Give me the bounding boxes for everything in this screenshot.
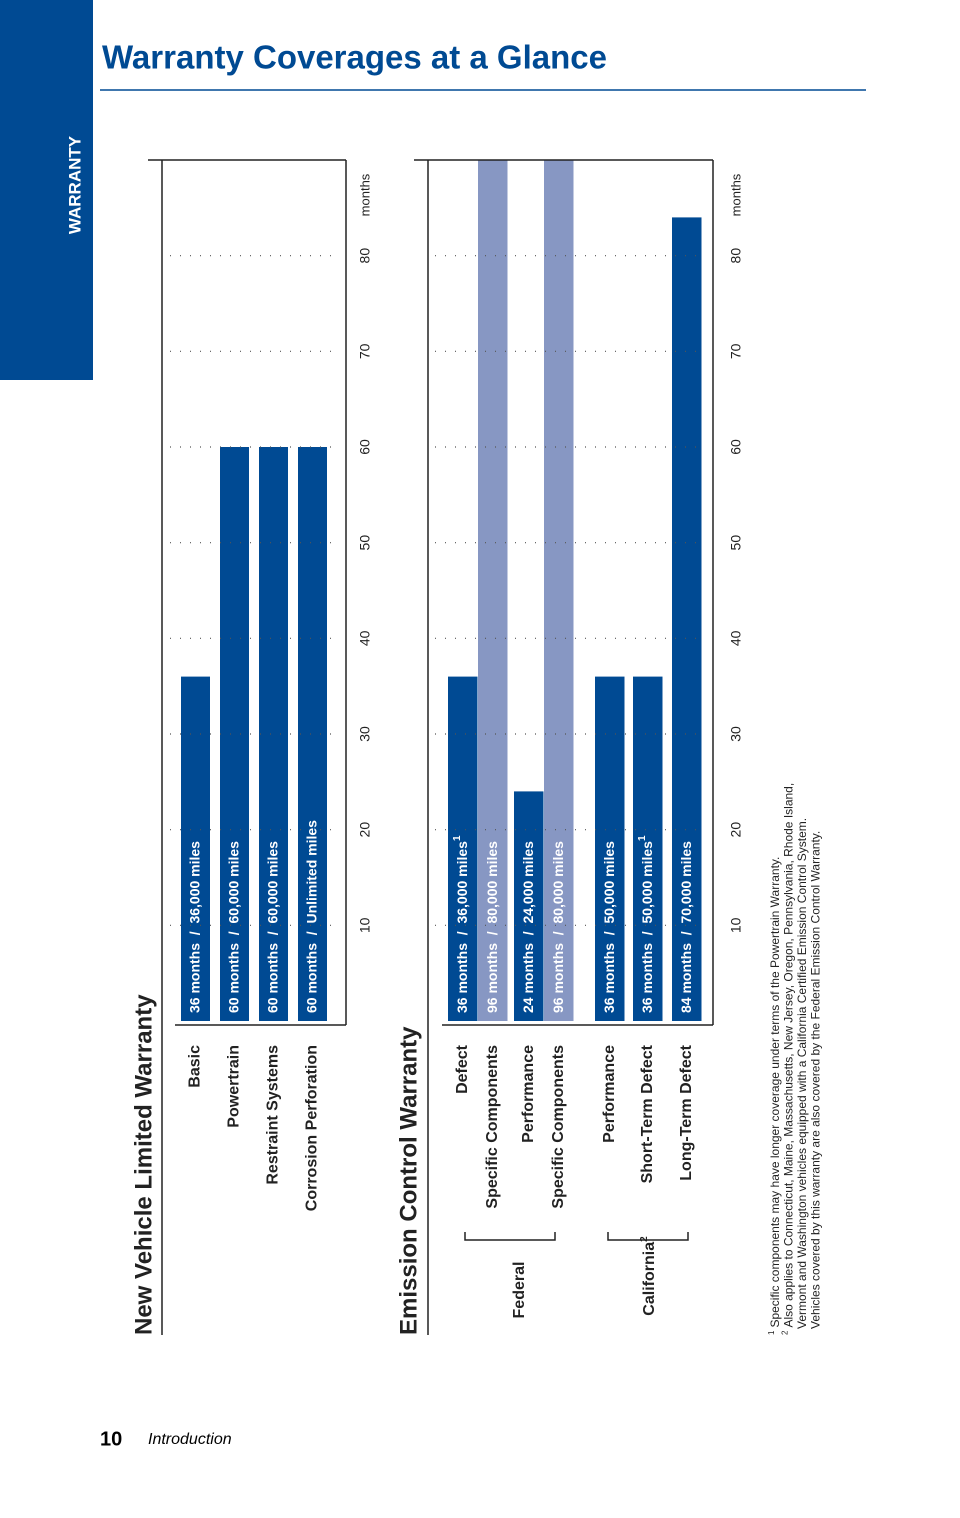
chart-title: Emission Control Warranty: [395, 1026, 422, 1335]
value-label: 84 months / 70,000 miles: [677, 841, 693, 1013]
category-label: Defect: [454, 1044, 471, 1094]
value-label: 60 months / 60,000 miles: [225, 841, 241, 1013]
footnote-marker: 2: [781, 1330, 790, 1335]
y-tick-label: 20: [357, 822, 373, 838]
footnote: Vehicles covered by this warranty are al…: [809, 831, 823, 1329]
footnote: 2 Also applies to Connecticut, Maine, Mas…: [781, 783, 796, 1335]
category-label: Corrosion Perforation: [304, 1045, 321, 1211]
section-name: Introduction: [148, 1431, 232, 1448]
category-label: Performance: [601, 1045, 618, 1143]
bar: [298, 447, 327, 1021]
footnote-ref: 1: [451, 835, 462, 841]
footnote-ref: 2: [639, 1236, 650, 1242]
category-label: Basic: [187, 1045, 204, 1088]
bar: [448, 676, 478, 1021]
y-tick-label: 30: [357, 726, 373, 742]
value-label: 36 months / 50,000 miles: [600, 841, 616, 1013]
y-tick-label: 30: [728, 726, 744, 742]
bar: [181, 676, 210, 1021]
chart-title: New Vehicle Limited Warranty: [130, 994, 157, 1335]
category-label: Powertrain: [226, 1045, 243, 1128]
value-label: 60 months / 60,000 miles: [264, 841, 280, 1013]
y-tick-label: 40: [357, 630, 373, 646]
page-number: 10: [100, 1428, 122, 1450]
category-label: Specific Components: [550, 1045, 567, 1209]
bar: [672, 217, 702, 1021]
value-label-text: 60 months / 60,000 miles: [264, 841, 280, 1013]
category-label: Long-Term Defect: [678, 1044, 695, 1180]
bar: [478, 160, 508, 1022]
value-label-text: 36 months / 50,000 miles: [600, 841, 616, 1013]
y-axis-label: months: [728, 173, 743, 216]
footnote-ref: 1: [636, 835, 647, 841]
y-tick-label: 60: [728, 439, 744, 455]
y-tick-label: 70: [357, 343, 373, 359]
group-label: California2: [639, 1236, 659, 1316]
value-label: 96 months / 80,000 miles: [549, 841, 565, 1013]
bar: [544, 160, 574, 1022]
bar: [259, 447, 288, 1021]
side-tab: [0, 0, 93, 380]
category-label: Specific Components: [484, 1045, 501, 1209]
y-tick-label: 80: [357, 248, 373, 264]
y-tick-label: 10: [728, 917, 744, 933]
value-label-text: 36 months / 50,000 miles: [638, 841, 654, 1013]
y-axis-label: months: [357, 173, 372, 216]
footnote-text: Also applies to Connecticut, Maine, Mass…: [782, 783, 796, 1328]
group-bracket: [464, 1232, 556, 1241]
value-label-text: 60 months / Unlimited miles: [303, 820, 319, 1013]
y-tick-label: 10: [357, 917, 373, 933]
group-label: Federal: [511, 1262, 528, 1319]
plot-area: [181, 160, 702, 1022]
value-label-text: 84 months / 70,000 miles: [677, 841, 693, 1013]
group-label-text: Federal: [511, 1262, 528, 1319]
group-label-text: California: [641, 1242, 658, 1316]
footnote-text: Specific components may have longer cove…: [768, 857, 782, 1328]
y-tick-label: 80: [728, 248, 744, 264]
footnote-marker: 1: [767, 1330, 776, 1335]
category-label: Restraint Systems: [265, 1045, 282, 1185]
bar: [595, 676, 625, 1021]
value-label: 36 months / 36,000 miles: [186, 841, 202, 1013]
y-tick-label: 40: [728, 630, 744, 646]
y-tick-label: 70: [728, 343, 744, 359]
category-label: Performance: [520, 1045, 537, 1143]
group-bracket: [607, 1232, 689, 1241]
y-tick-label: 20: [728, 822, 744, 838]
bar: [633, 676, 663, 1021]
footnote-text: Vehicles covered by this warranty are al…: [809, 831, 823, 1329]
value-label: 60 months / Unlimited miles: [303, 820, 319, 1013]
value-label: 36 months / 50,000 miles1: [636, 835, 654, 1013]
value-label-text: 24 months / 24,000 miles: [519, 841, 535, 1013]
value-label: 96 months / 80,000 miles: [483, 841, 499, 1013]
category-label: Short-Term Defect: [639, 1044, 656, 1183]
bar: [514, 791, 544, 1021]
value-label: 24 months / 24,000 miles: [519, 841, 535, 1013]
page-title: Warranty Coverages at a Glance: [102, 39, 607, 76]
value-label-text: 36 months / 36,000 miles: [453, 841, 469, 1013]
bar: [220, 447, 249, 1021]
y-tick-label: 50: [728, 535, 744, 551]
footnote: Vermont and Washington vehicles equipped…: [795, 818, 809, 1329]
footnote-text: Vermont and Washington vehicles equipped…: [795, 818, 809, 1329]
footnote: 1 Specific components may have longer cov…: [767, 857, 782, 1335]
value-label: 36 months / 36,000 miles1: [451, 835, 469, 1013]
value-label-text: 60 months / 60,000 miles: [225, 841, 241, 1013]
y-tick-label: 60: [357, 439, 373, 455]
y-tick-label: 50: [357, 535, 373, 551]
value-label-text: 96 months / 80,000 miles: [549, 841, 565, 1013]
value-label-text: 96 months / 80,000 miles: [483, 841, 499, 1013]
side-tab-label: WARRANTY: [65, 135, 84, 234]
value-label-text: 36 months / 36,000 miles: [186, 841, 202, 1013]
